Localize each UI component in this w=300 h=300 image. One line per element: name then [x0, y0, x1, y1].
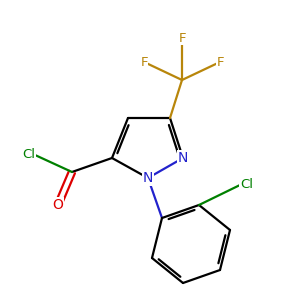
Text: O: O: [52, 198, 63, 212]
Text: F: F: [216, 56, 224, 68]
Text: Cl: Cl: [240, 178, 253, 191]
Text: F: F: [140, 56, 148, 68]
Text: F: F: [178, 32, 186, 44]
Text: N: N: [143, 171, 153, 185]
Text: Cl: Cl: [22, 148, 35, 161]
Text: N: N: [178, 151, 188, 165]
